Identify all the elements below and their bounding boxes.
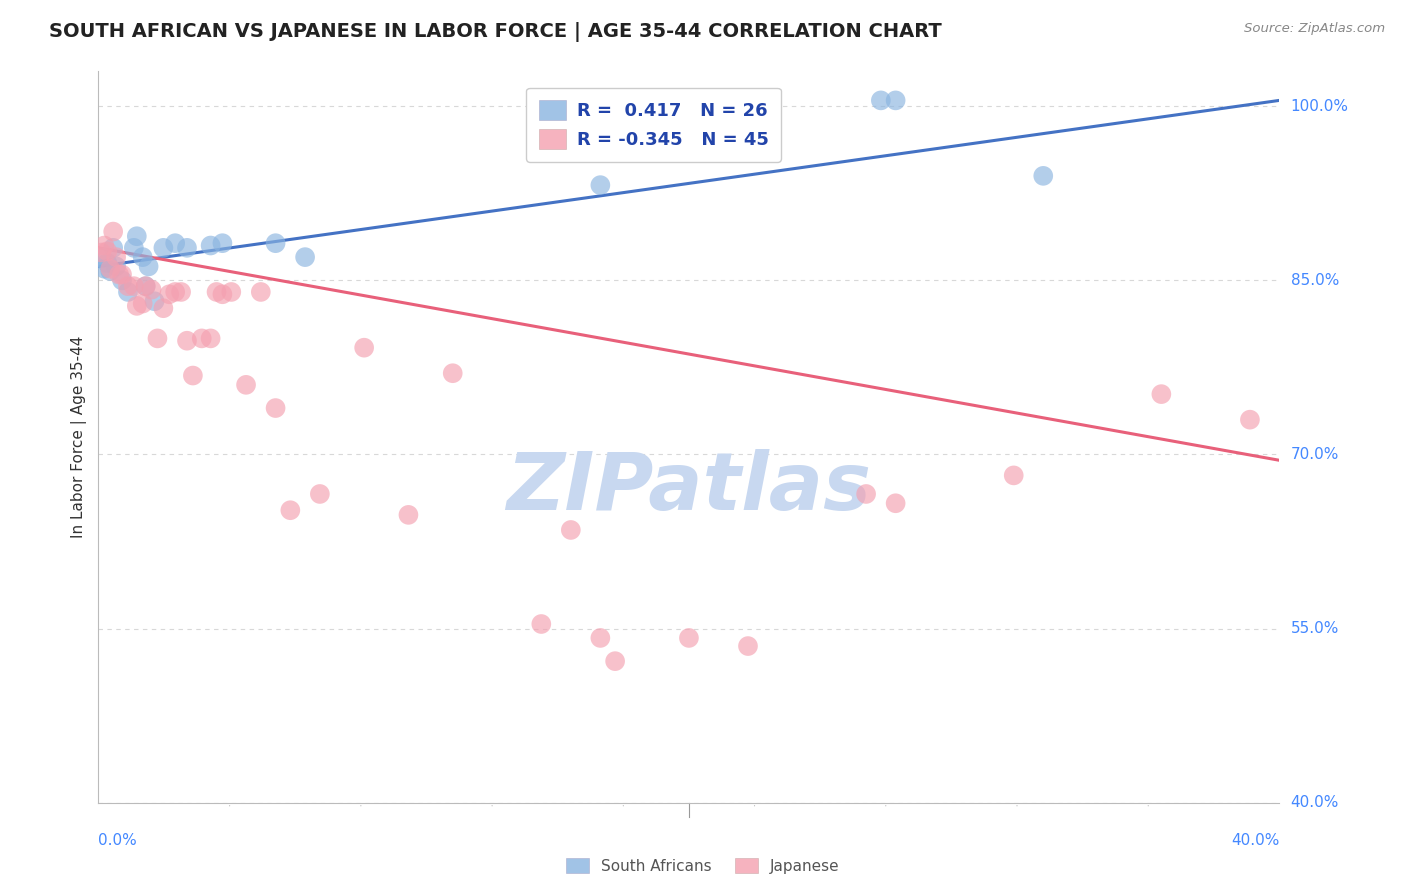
Point xyxy=(132,296,155,310)
Point xyxy=(135,279,157,293)
Point xyxy=(353,341,375,355)
Point xyxy=(90,250,112,264)
Point xyxy=(157,287,180,301)
Point xyxy=(103,241,125,255)
Point xyxy=(122,279,145,293)
Point xyxy=(191,331,214,345)
Legend: South Africans, Japanese: South Africans, Japanese xyxy=(560,852,846,880)
Text: 0.0%: 0.0% xyxy=(98,833,138,848)
Point xyxy=(93,238,115,252)
Point xyxy=(138,260,160,274)
Text: 70.0%: 70.0% xyxy=(1291,447,1339,462)
Point xyxy=(122,241,145,255)
Point xyxy=(135,279,157,293)
Point xyxy=(146,331,169,345)
Point xyxy=(633,94,655,108)
Point xyxy=(105,260,128,274)
Point xyxy=(869,94,891,108)
Point xyxy=(1239,412,1261,426)
Text: Source: ZipAtlas.com: Source: ZipAtlas.com xyxy=(1244,22,1385,36)
Point xyxy=(855,487,877,501)
Point xyxy=(141,283,163,297)
Y-axis label: In Labor Force | Age 35-44: In Labor Force | Age 35-44 xyxy=(72,336,87,538)
Point xyxy=(250,285,273,299)
Point xyxy=(200,238,222,252)
Point xyxy=(143,294,166,309)
Point xyxy=(117,285,139,299)
Point xyxy=(165,285,187,299)
Point xyxy=(205,285,228,299)
Point xyxy=(98,261,121,276)
Point xyxy=(90,245,112,260)
Point xyxy=(211,236,233,251)
Point xyxy=(1150,387,1173,401)
Point xyxy=(1032,169,1054,183)
Point xyxy=(211,287,233,301)
Point xyxy=(1002,468,1025,483)
Text: 85.0%: 85.0% xyxy=(1291,273,1339,288)
Point xyxy=(152,301,174,316)
Point xyxy=(176,334,198,348)
Point xyxy=(170,285,193,299)
Point xyxy=(884,496,907,510)
Point xyxy=(165,236,187,251)
Point xyxy=(152,241,174,255)
Point xyxy=(294,250,316,264)
Point xyxy=(105,250,128,264)
Point xyxy=(117,279,139,293)
Text: 40.0%: 40.0% xyxy=(1291,796,1339,810)
Point xyxy=(125,229,148,244)
Point xyxy=(103,225,125,239)
Point xyxy=(93,261,115,276)
Point xyxy=(96,244,118,259)
Point xyxy=(108,268,131,282)
Point xyxy=(111,268,134,282)
Point xyxy=(181,368,204,383)
Point xyxy=(278,503,302,517)
Point xyxy=(884,94,907,108)
Point xyxy=(309,487,332,501)
Point xyxy=(176,241,198,255)
Point xyxy=(605,654,627,668)
Point xyxy=(530,617,553,632)
Point xyxy=(96,256,118,270)
Point xyxy=(560,523,582,537)
Point xyxy=(132,250,155,264)
Text: 40.0%: 40.0% xyxy=(1232,833,1279,848)
Point xyxy=(111,273,134,287)
Point xyxy=(98,264,121,278)
Legend: R =  0.417   N = 26, R = -0.345   N = 45: R = 0.417 N = 26, R = -0.345 N = 45 xyxy=(526,87,782,161)
Point xyxy=(219,285,242,299)
Point xyxy=(678,631,700,645)
Text: SOUTH AFRICAN VS JAPANESE IN LABOR FORCE | AGE 35-44 CORRELATION CHART: SOUTH AFRICAN VS JAPANESE IN LABOR FORCE… xyxy=(49,22,942,42)
Point xyxy=(589,178,612,193)
Point xyxy=(441,366,464,380)
Text: ZIPatlas: ZIPatlas xyxy=(506,450,872,527)
Text: 100.0%: 100.0% xyxy=(1291,99,1348,113)
Point xyxy=(589,631,612,645)
Point xyxy=(264,401,287,415)
Point xyxy=(125,299,148,313)
Text: 55.0%: 55.0% xyxy=(1291,621,1339,636)
Point xyxy=(200,331,222,345)
Point xyxy=(737,639,759,653)
Point xyxy=(396,508,419,522)
Point xyxy=(264,236,287,251)
Point xyxy=(235,377,257,392)
